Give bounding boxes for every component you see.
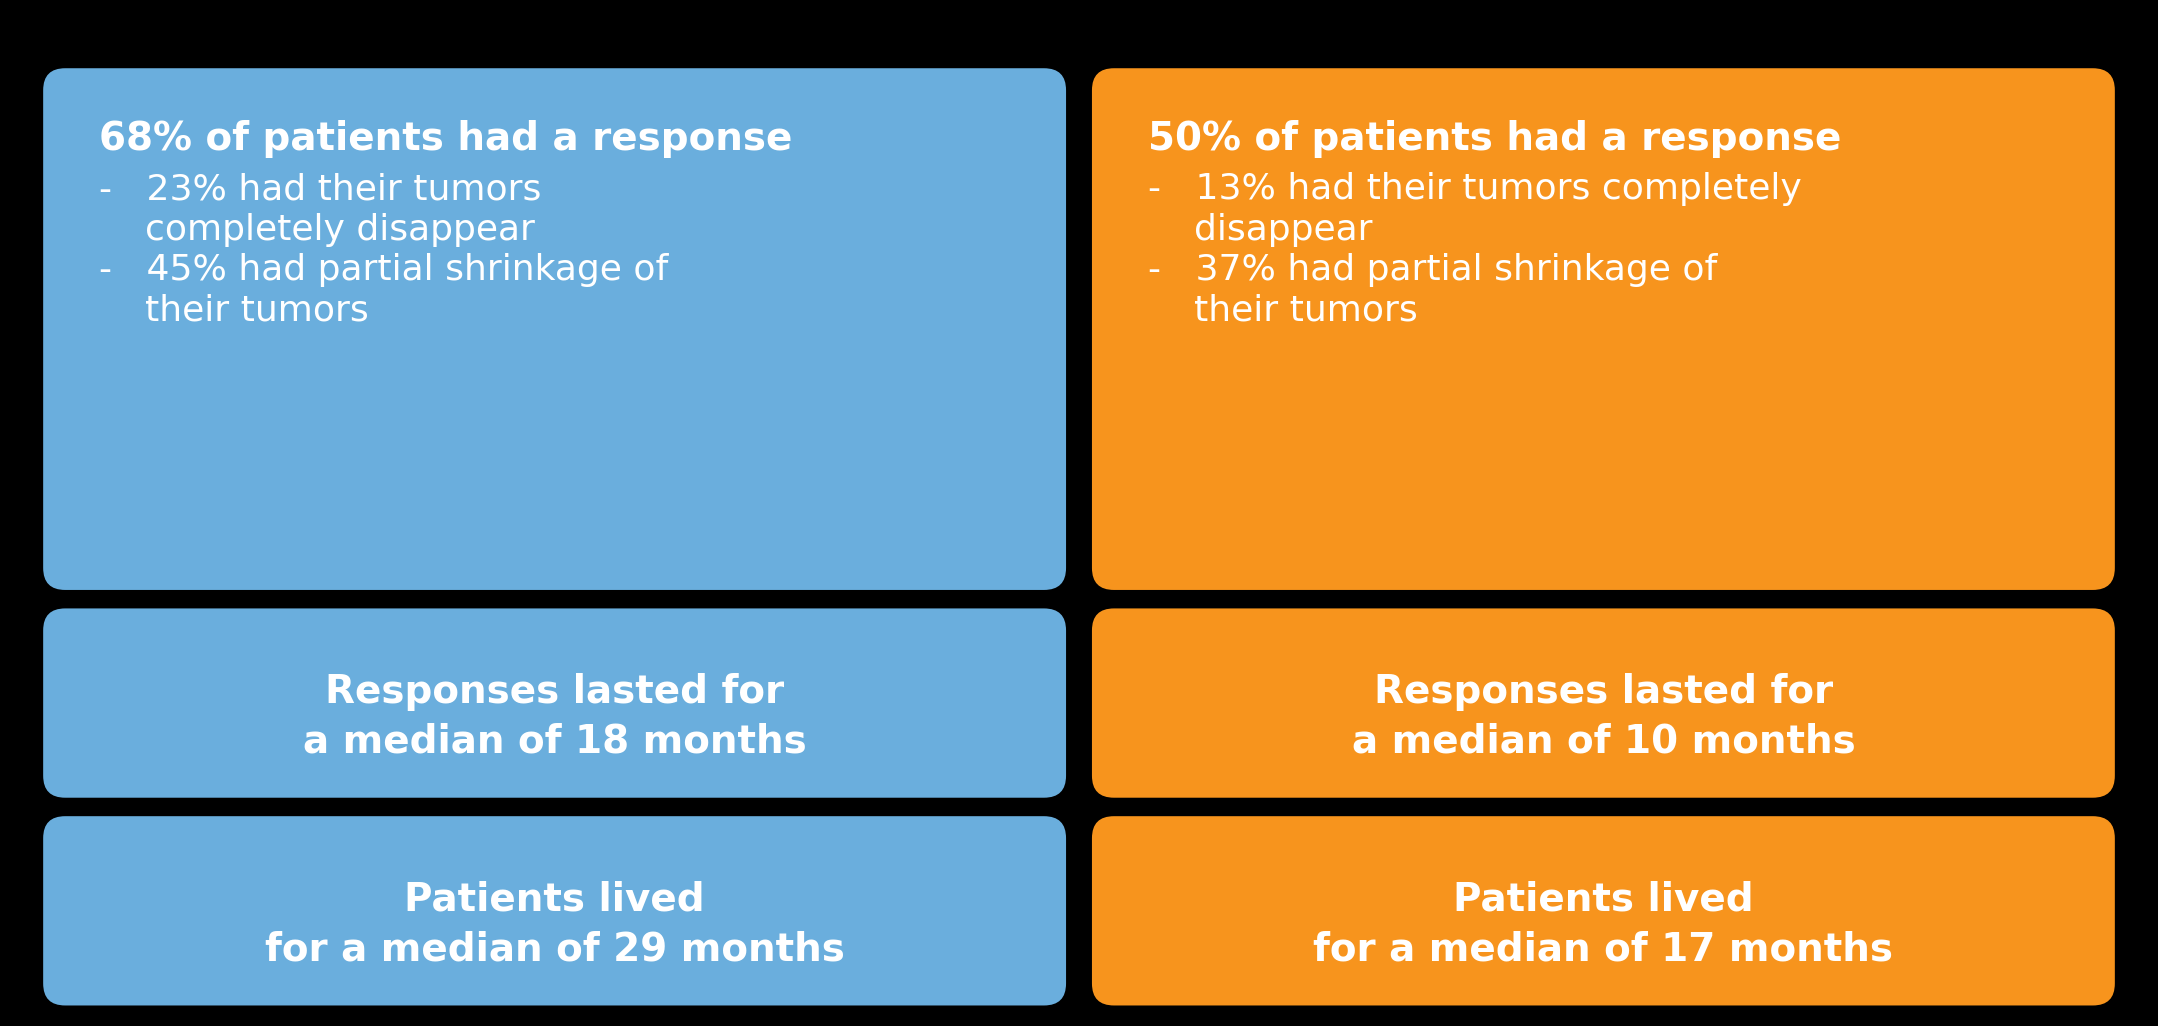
FancyBboxPatch shape xyxy=(43,69,1066,590)
Text: Responses lasted for: Responses lasted for xyxy=(326,673,783,711)
Text: Responses lasted for: Responses lasted for xyxy=(1375,673,1832,711)
FancyBboxPatch shape xyxy=(1092,817,2115,1005)
Text: -   37% had partial shrinkage of: - 37% had partial shrinkage of xyxy=(1148,252,1718,287)
Text: their tumors: their tumors xyxy=(1148,293,1418,327)
FancyBboxPatch shape xyxy=(43,817,1066,1005)
Text: 68% of patients had a response: 68% of patients had a response xyxy=(99,120,792,158)
Text: completely disappear: completely disappear xyxy=(99,212,535,246)
Text: their tumors: their tumors xyxy=(99,293,369,327)
FancyBboxPatch shape xyxy=(43,608,1066,798)
Text: Patients lived: Patients lived xyxy=(404,880,706,918)
Text: a median of 10 months: a median of 10 months xyxy=(1351,723,1856,761)
Text: 50% of patients had a response: 50% of patients had a response xyxy=(1148,120,1841,158)
Text: -   45% had partial shrinkage of: - 45% had partial shrinkage of xyxy=(99,252,669,287)
Text: a median of 18 months: a median of 18 months xyxy=(302,723,807,761)
FancyBboxPatch shape xyxy=(1092,608,2115,798)
Text: -   13% had their tumors completely: - 13% had their tumors completely xyxy=(1148,172,1802,206)
Text: for a median of 29 months: for a median of 29 months xyxy=(265,931,844,969)
Text: Patients lived: Patients lived xyxy=(1452,880,1754,918)
Text: disappear: disappear xyxy=(1148,212,1372,246)
FancyBboxPatch shape xyxy=(1092,69,2115,590)
Text: for a median of 17 months: for a median of 17 months xyxy=(1314,931,1893,969)
Text: -   23% had their tumors: - 23% had their tumors xyxy=(99,172,542,206)
